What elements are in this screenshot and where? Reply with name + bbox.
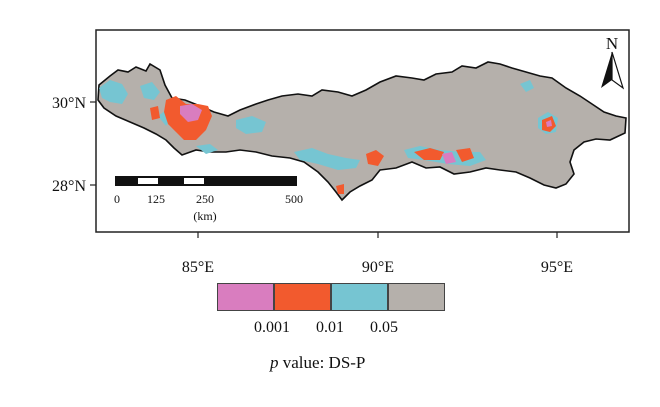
north-arrow-icon bbox=[601, 52, 612, 88]
north-arrow: N bbox=[601, 34, 625, 90]
legend-title-rest: value: DS-P bbox=[278, 353, 366, 372]
legend-threshold-0.01: 0.01 bbox=[316, 319, 344, 336]
scale-bar: 0 125 250 500 (km) bbox=[114, 176, 303, 223]
lon-label-85e: 85°E bbox=[182, 259, 214, 276]
lon-label-95e: 95°E bbox=[541, 259, 573, 276]
north-label: N bbox=[606, 34, 618, 53]
class-lt-0.001-patches bbox=[180, 104, 552, 164]
legend-threshold-0.05: 0.05 bbox=[370, 319, 398, 336]
legend-title-italic: p bbox=[270, 353, 279, 372]
legend-swatch-gt-0.05 bbox=[388, 283, 445, 311]
scale-tick-500: 500 bbox=[285, 192, 303, 206]
legend-swatch-0.01-0.05 bbox=[331, 283, 388, 311]
legend-title: p value: DS-P bbox=[270, 353, 365, 373]
scale-unit: (km) bbox=[193, 209, 216, 223]
lat-label-30n: 30°N bbox=[52, 95, 86, 112]
axis-ticks bbox=[90, 101, 558, 238]
legend-swatch-0.001-0.01 bbox=[274, 283, 331, 311]
scale-tick-250: 250 bbox=[196, 192, 214, 206]
study-region-basin bbox=[97, 61, 627, 202]
lon-label-90e: 90°E bbox=[362, 259, 394, 276]
legend-swatch-lt-0.001 bbox=[217, 283, 274, 311]
scale-tick-125: 125 bbox=[147, 192, 165, 206]
lat-label-28n: 28°N bbox=[52, 178, 86, 195]
scale-tick-0: 0 bbox=[114, 192, 120, 206]
legend-threshold-0.001: 0.001 bbox=[254, 319, 290, 336]
